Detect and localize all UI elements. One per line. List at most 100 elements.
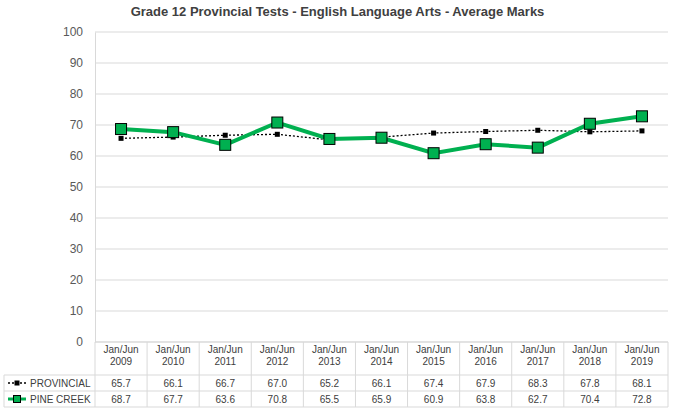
x-tick-label: Jan/Jun2017 (520, 344, 555, 367)
x-tick-label: Jan/Jun2009 (104, 344, 139, 367)
grid-line (95, 156, 668, 157)
table-value: 70.8 (268, 394, 288, 405)
table-value: 67.0 (268, 378, 288, 389)
y-axis: 0 10 20 30 40 50 60 70 80 90 100 (63, 25, 96, 349)
series-line (121, 116, 642, 153)
marker (275, 132, 280, 137)
table-value: 67.4 (424, 378, 444, 389)
table-value: 63.6 (215, 394, 235, 405)
legend-entry: PINE CREEK (8, 394, 91, 405)
table-value: 67.9 (476, 378, 496, 389)
legend-marker (14, 396, 21, 403)
y-tick: 100 (63, 25, 95, 39)
grid-line (95, 311, 668, 312)
x-tick-label: Jan/Jun2018 (572, 344, 607, 367)
table-value: 68.7 (111, 394, 131, 405)
x-tick-label: Jan/Jun2019 (624, 344, 659, 367)
table-value: 65.5 (320, 394, 340, 405)
table-value: 66.1 (372, 378, 392, 389)
marker (168, 127, 179, 138)
marker (639, 128, 644, 133)
table-col-line (668, 342, 669, 407)
y-tick-label: 40 (70, 211, 84, 225)
y-tick-label: 50 (70, 180, 84, 194)
grid-line (95, 280, 668, 281)
y-tick: 20 (70, 273, 95, 287)
table-row-line (4, 375, 668, 376)
y-tick: 90 (70, 56, 95, 70)
y-tick-label: 80 (70, 87, 84, 101)
y-tick: 30 (70, 242, 95, 256)
table-col-line (303, 342, 304, 407)
x-tick-label: Jan/Jun2014 (364, 344, 399, 367)
y-axis-line (95, 33, 96, 343)
y-tick: 80 (70, 87, 95, 101)
marker (223, 133, 228, 138)
table-col-line (199, 342, 200, 407)
table-row-line (4, 391, 668, 392)
table-col-line (4, 375, 5, 407)
y-tick-label: 0 (76, 335, 83, 349)
marker (116, 124, 127, 135)
grid-line (95, 94, 668, 95)
x-tick-label: Jan/Jun2012 (260, 344, 295, 367)
table-col-line (147, 342, 148, 407)
title: Grade 12 Provincial Tests - English Lang… (131, 4, 545, 19)
y-tick: 10 (70, 304, 95, 318)
table-value: 66.7 (215, 378, 235, 389)
marker (584, 118, 595, 129)
marker (636, 111, 647, 122)
y-tick: 40 (70, 211, 95, 225)
table-value: 68.1 (632, 378, 652, 389)
table-value: 70.4 (580, 394, 600, 405)
table-value: 66.1 (163, 378, 183, 389)
marker (431, 131, 436, 136)
grid-line (95, 249, 668, 250)
table-value: 68.3 (528, 378, 548, 389)
x-tick-label: Jan/Jun2015 (416, 344, 451, 367)
marker (428, 148, 439, 159)
legend-marker (15, 381, 20, 386)
table-value: 65.9 (372, 394, 392, 405)
table-col-line (251, 342, 252, 407)
y-tick-label: 70 (70, 118, 84, 132)
table-value: 65.2 (320, 378, 340, 389)
grid-line (95, 32, 668, 33)
y-tick: 70 (70, 118, 95, 132)
legend-label: PINE CREEK (30, 394, 91, 405)
y-tick-label: 10 (70, 304, 84, 318)
y-tick-label: 100 (63, 25, 83, 39)
legend-entry: PROVINCIAL (8, 378, 91, 389)
table-row-line (4, 407, 668, 408)
y-tick-label: 30 (70, 242, 84, 256)
table-col-line (459, 342, 460, 407)
y-tick-label: 60 (70, 149, 84, 163)
marker (480, 139, 491, 150)
table-row-line (95, 342, 668, 343)
marker (532, 142, 543, 153)
marker (483, 129, 488, 134)
table-col-line (95, 342, 96, 407)
data-table: Jan/Jun2009 Jan/Jun2010 Jan/Jun2011 Jan/Jun… (4, 342, 668, 407)
table-col-line (615, 342, 616, 407)
table-value: 72.8 (632, 394, 652, 405)
table-col-line (355, 342, 356, 407)
y-tick-label: 90 (70, 56, 84, 70)
table-value: 67.7 (163, 394, 183, 405)
table-value: 67.8 (580, 378, 600, 389)
marker (119, 136, 124, 141)
y-tick: 50 (70, 180, 95, 194)
x-tick-label: Jan/Jun2013 (312, 344, 347, 367)
table-value: 62.7 (528, 394, 548, 405)
y-tick-label: 20 (70, 273, 84, 287)
marker (272, 117, 283, 128)
y-tick: 0 (76, 335, 95, 349)
x-tick-label: Jan/Jun2011 (208, 344, 243, 367)
marker (220, 139, 231, 150)
legend-label: PROVINCIAL (30, 378, 91, 389)
grid-line (95, 187, 668, 188)
x-tick-label: Jan/Jun2010 (156, 344, 191, 367)
table-value: 60.9 (424, 394, 444, 405)
table-col-line (407, 342, 408, 407)
table-col-line (511, 342, 512, 407)
